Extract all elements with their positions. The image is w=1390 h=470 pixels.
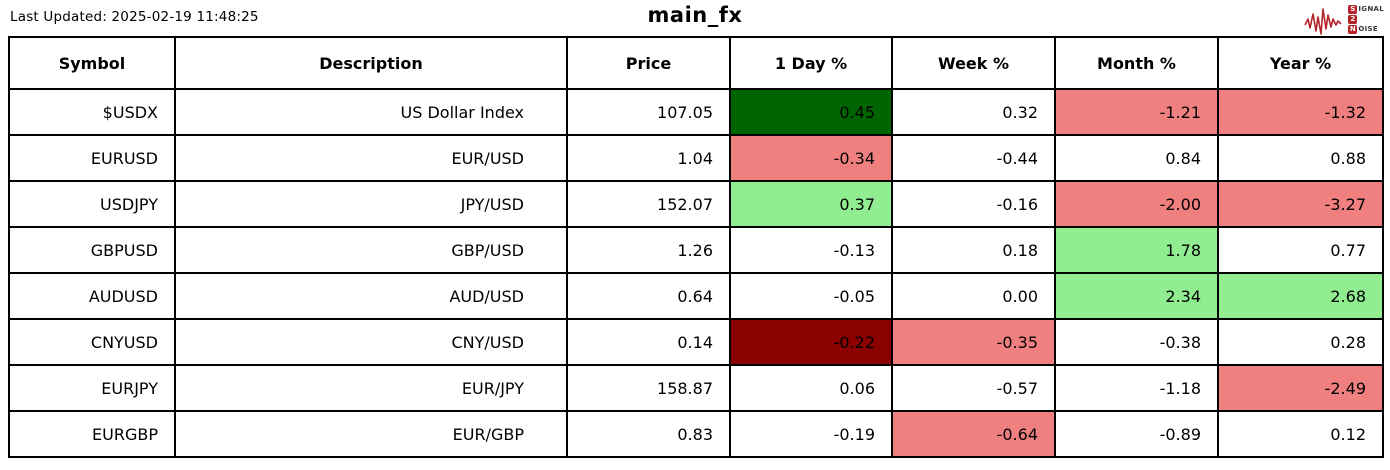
description-cell: EUR/GBP: [174, 410, 568, 458]
logo-line-rest: IGNAL: [1358, 5, 1384, 13]
day-pct-cell: 0.37: [729, 180, 893, 228]
logo-badge-2: 2: [1348, 14, 1358, 24]
year-pct-cell: 0.77: [1217, 226, 1384, 274]
year-pct-cell: 0.28: [1217, 318, 1384, 366]
day-pct-cell: -0.05: [729, 272, 893, 320]
symbol-cell: EURGBP: [8, 410, 176, 458]
price-cell: 1.04: [566, 134, 731, 182]
symbol-cell: EURJPY: [8, 364, 176, 412]
logo-badge-s: S: [1348, 4, 1358, 14]
description-cell: GBP/USD: [174, 226, 568, 274]
description-cell: CNY/USD: [174, 318, 568, 366]
price-cell: 158.87: [566, 364, 731, 412]
header-row: Symbol Description Price 1 Day % Week % …: [8, 36, 1384, 90]
price-cell: 107.05: [566, 88, 731, 136]
logo-line-rest: OISE: [1358, 25, 1378, 33]
month-pct-cell: -0.38: [1054, 318, 1219, 366]
table-row: EURJPY EUR/JPY 158.87 0.06 -0.57 -1.18 -2.49: [8, 364, 1384, 412]
day-pct-cell: -0.22: [729, 318, 893, 366]
waveform-icon: [1304, 8, 1342, 35]
description-cell: JPY/USD: [174, 180, 568, 228]
table-row: EURGBP EUR/GBP 0.83 -0.19 -0.64 -0.89 0.12: [8, 410, 1384, 458]
month-pct-cell: -1.18: [1054, 364, 1219, 412]
description-cell: EUR/JPY: [174, 364, 568, 412]
logo-badge-n: N: [1348, 24, 1358, 34]
last-updated-timestamp: Last Updated: 2025-02-19 11:48:25: [10, 9, 259, 25]
symbol-cell: CNYUSD: [8, 318, 176, 366]
column-header-day-pct: 1 Day %: [729, 36, 893, 90]
description-cell: US Dollar Index: [174, 88, 568, 136]
week-pct-cell: -0.35: [891, 318, 1056, 366]
table-row: EURUSD EUR/USD 1.04 -0.34 -0.44 0.84 0.88: [8, 134, 1384, 182]
column-header-description: Description: [174, 36, 568, 90]
signal2noise-logo: S IGNAL 2 N OISE: [1304, 3, 1384, 35]
month-pct-cell: 1.78: [1054, 226, 1219, 274]
table-row: CNYUSD CNY/USD 0.14 -0.22 -0.35 -0.38 0.28: [8, 318, 1384, 366]
page-title: main_fx: [647, 3, 743, 27]
year-pct-cell: -1.32: [1217, 88, 1384, 136]
year-pct-cell: 0.12: [1217, 410, 1384, 458]
fx-table: Symbol Description Price 1 Day % Week % …: [8, 36, 1384, 458]
week-pct-cell: 0.18: [891, 226, 1056, 274]
logo-line-2: 2: [1348, 14, 1384, 24]
week-pct-cell: 0.00: [891, 272, 1056, 320]
week-pct-cell: -0.16: [891, 180, 1056, 228]
description-cell: AUD/USD: [174, 272, 568, 320]
column-header-year-pct: Year %: [1217, 36, 1384, 90]
year-pct-cell: -3.27: [1217, 180, 1384, 228]
week-pct-cell: -0.64: [891, 410, 1056, 458]
description-cell: EUR/USD: [174, 134, 568, 182]
month-pct-cell: -1.21: [1054, 88, 1219, 136]
year-pct-cell: -2.49: [1217, 364, 1384, 412]
logo-line-noise: N OISE: [1348, 24, 1384, 34]
table-row: AUDUSD AUD/USD 0.64 -0.05 0.00 2.34 2.68: [8, 272, 1384, 320]
table-row: $USDX US Dollar Index 107.05 0.45 0.32 -1.21-…: [8, 88, 1384, 136]
logo-line-signal: S IGNAL: [1348, 4, 1384, 14]
price-cell: 0.83: [566, 410, 731, 458]
price-cell: 152.07: [566, 180, 731, 228]
week-pct-cell: -0.44: [891, 134, 1056, 182]
day-pct-cell: 0.45: [729, 88, 893, 136]
column-header-month-pct: Month %: [1054, 36, 1219, 90]
week-pct-cell: -0.57: [891, 364, 1056, 412]
day-pct-cell: -0.19: [729, 410, 893, 458]
table-row: USDJPY JPY/USD 152.07 0.37 -0.16 -2.00 -3.27: [8, 180, 1384, 228]
year-pct-cell: 0.88: [1217, 134, 1384, 182]
symbol-cell: GBPUSD: [8, 226, 176, 274]
day-pct-cell: -0.13: [729, 226, 893, 274]
day-pct-cell: 0.06: [729, 364, 893, 412]
symbol-cell: USDJPY: [8, 180, 176, 228]
table-row: GBPUSD GBP/USD 1.26 -0.13 0.18 1.78 0.77: [8, 226, 1384, 274]
fx-table-body: $USDX US Dollar Index 107.05 0.45 0.32 -1.21-…: [8, 88, 1384, 458]
month-pct-cell: -2.00: [1054, 180, 1219, 228]
column-header-symbol: Symbol: [8, 36, 176, 90]
symbol-cell: $USDX: [8, 88, 176, 136]
month-pct-cell: 0.84: [1054, 134, 1219, 182]
year-pct-cell: 2.68: [1217, 272, 1384, 320]
price-cell: 1.26: [566, 226, 731, 274]
price-cell: 0.64: [566, 272, 731, 320]
symbol-cell: EURUSD: [8, 134, 176, 182]
column-header-week-pct: Week %: [891, 36, 1056, 90]
week-pct-cell: 0.32: [891, 88, 1056, 136]
month-pct-cell: -0.89: [1054, 410, 1219, 458]
fx-table-header: Symbol Description Price 1 Day % Week % …: [8, 36, 1384, 90]
symbol-cell: AUDUSD: [8, 272, 176, 320]
month-pct-cell: 2.34: [1054, 272, 1219, 320]
column-header-price: Price: [566, 36, 731, 90]
day-pct-cell: -0.34: [729, 134, 893, 182]
price-cell: 0.14: [566, 318, 731, 366]
logo-text: S IGNAL 2 N OISE: [1348, 4, 1384, 34]
